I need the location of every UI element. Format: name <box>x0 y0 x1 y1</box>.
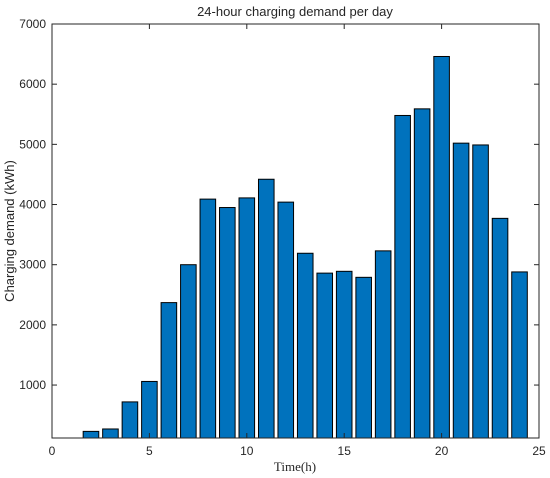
x-axis-ticks: 0 5 10 15 20 25 <box>49 24 546 458</box>
y-axis-label: Charging demand (kWh) <box>2 160 17 302</box>
y-tick-label: 5000 <box>19 137 46 151</box>
bar-hour-6 <box>160 302 178 439</box>
plot-area-frame <box>51 23 540 439</box>
bar-hour-18 <box>394 114 411 439</box>
bar-hour-5 <box>141 380 158 439</box>
bar-hour-19 <box>413 108 431 439</box>
bar-hour-12 <box>277 201 295 439</box>
bar-hour-9 <box>219 207 236 439</box>
bar-hour-16 <box>355 276 372 439</box>
bar-hour-7 <box>180 264 197 439</box>
y-tick-label: 2000 <box>19 318 46 332</box>
bars-layer <box>82 55 528 439</box>
x-tick-label: 10 <box>240 444 254 458</box>
bar-hour-11 <box>257 178 275 439</box>
bar-hour-24 <box>511 271 528 439</box>
x-tick-label: 0 <box>49 444 56 458</box>
y-tick-label: 7000 <box>19 17 46 31</box>
bar-hour-15 <box>335 270 353 439</box>
x-tick-label: 5 <box>146 444 153 458</box>
y-tick-label: 6000 <box>19 77 46 91</box>
y-axis-ticks: 1000 2000 3000 4000 5000 6000 7000 <box>19 17 539 392</box>
x-tick-label: 15 <box>338 444 352 458</box>
bar-hour-2 <box>82 430 100 439</box>
chart-title: 24-hour charging demand per day <box>197 4 393 19</box>
bar-hour-20 <box>433 55 450 439</box>
bar-hour-17 <box>374 250 392 439</box>
y-tick-label: 3000 <box>19 258 46 272</box>
bar-hour-14 <box>316 272 334 439</box>
x-axis-label: Time(h) <box>274 459 316 474</box>
bar-hour-3 <box>102 428 119 439</box>
y-tick-label: 4000 <box>19 198 46 212</box>
bar-hour-8 <box>199 198 217 439</box>
bar-hour-22 <box>472 144 489 439</box>
x-tick-label: 25 <box>532 444 546 458</box>
x-tick-label: 20 <box>435 444 449 458</box>
bar-hour-10 <box>238 197 256 439</box>
y-tick-label: 1000 <box>19 378 46 392</box>
bar-hour-23 <box>491 217 509 439</box>
bar-hour-13 <box>296 252 314 439</box>
bar-hour-21 <box>452 142 470 439</box>
bar-hour-4 <box>121 401 139 439</box>
